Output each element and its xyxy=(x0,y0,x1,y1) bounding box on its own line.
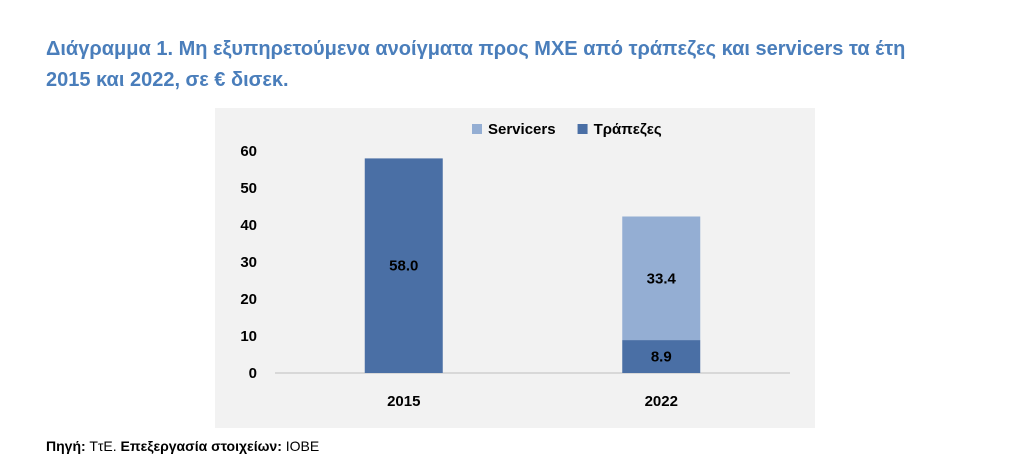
bar-2015-Τράπεζες xyxy=(364,158,443,373)
y-tick-label: 30 xyxy=(240,254,257,271)
y-tick-label: 50 xyxy=(240,180,257,197)
legend-label: Servicers xyxy=(488,121,556,138)
chart-title-line-2: 2015 και 2022, σε € δισεκ. xyxy=(46,69,289,91)
processing-label: Επεξεργασία στοιχείων: xyxy=(120,438,282,454)
chart-title: Διάγραμμα 1. Μη εξυπηρετούμενα ανοίγματα… xyxy=(46,34,1006,96)
x-tick-label: 2022 xyxy=(645,393,678,410)
bar-2022-Servicers xyxy=(622,216,701,341)
data-label: 58.0 xyxy=(389,258,418,275)
data-label: 33.4 xyxy=(647,270,677,287)
x-tick-label: 2015 xyxy=(387,393,420,410)
y-tick-label: 60 xyxy=(240,143,257,160)
data-label: 8.9 xyxy=(651,349,672,366)
source-value: ΤτΕ. xyxy=(89,438,117,454)
legend-label: Τράπεζες xyxy=(594,121,662,138)
y-tick-label: 20 xyxy=(240,291,257,308)
y-tick-label: 40 xyxy=(240,217,257,234)
source-note: Πηγή: ΤτΕ. Επεξεργασία στοιχείων: ΙΟΒΕ xyxy=(46,438,319,454)
legend-swatch-Servicers xyxy=(472,124,482,134)
processing-value: ΙΟΒΕ xyxy=(285,438,320,454)
bar-2022-Τράπεζες xyxy=(622,340,701,373)
source-label: Πηγή: xyxy=(46,438,86,454)
y-tick-label: 10 xyxy=(240,328,257,345)
legend-swatch-Τράπεζες xyxy=(577,124,588,134)
y-tick-label: 0 xyxy=(249,365,257,382)
chart-title-line-1: Διάγραμμα 1. Μη εξυπηρετούμενα ανοίγματα… xyxy=(46,38,906,60)
stacked-bar-chart: 0 10 20 30 40 50 60 2015 58.0 2022 8.9 33.4 Servicer… xyxy=(240,121,790,410)
chart-plot-area: 0 10 20 30 40 50 60 2015 58.0 2022 8.9 33.4 Servicer… xyxy=(215,108,815,428)
